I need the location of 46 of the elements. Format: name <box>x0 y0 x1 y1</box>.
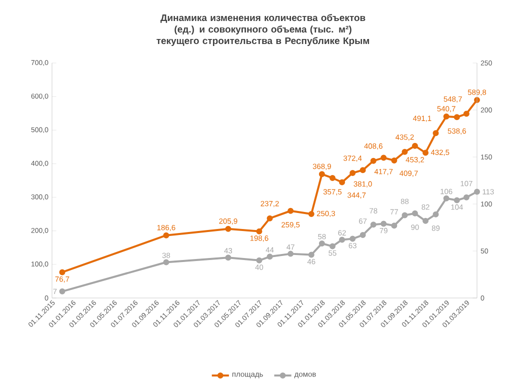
point <box>463 110 470 117</box>
point <box>412 210 418 216</box>
point <box>380 220 387 227</box>
point <box>432 211 439 218</box>
point <box>288 208 294 214</box>
point <box>256 257 262 264</box>
point <box>163 259 170 266</box>
point <box>318 240 325 246</box>
point <box>350 236 356 242</box>
point <box>474 188 480 195</box>
point <box>463 194 470 200</box>
point <box>308 210 314 217</box>
point <box>402 148 408 155</box>
point <box>432 130 439 136</box>
point <box>360 232 366 238</box>
point <box>288 250 294 257</box>
point <box>266 254 273 260</box>
point <box>318 171 325 178</box>
point <box>266 215 273 222</box>
point <box>225 226 232 232</box>
point <box>308 252 314 258</box>
point <box>339 236 346 243</box>
point <box>402 212 408 218</box>
point <box>163 232 170 238</box>
point <box>443 195 450 202</box>
point <box>225 254 232 261</box>
point <box>370 158 376 164</box>
point <box>329 243 336 250</box>
point <box>370 222 376 228</box>
point <box>360 167 366 174</box>
point <box>59 269 66 276</box>
point <box>454 197 460 204</box>
point <box>422 150 429 156</box>
chart-title: Динамика изменения количества объектов (ед.) и совокупного объема (тыс. м²) текущего строительства в Республике Крым <box>156 14 370 46</box>
point <box>59 288 66 294</box>
point <box>391 157 398 164</box>
point <box>391 222 398 229</box>
point <box>443 113 450 120</box>
point <box>454 114 460 120</box>
point <box>256 228 262 234</box>
point <box>339 179 346 186</box>
point <box>422 218 429 224</box>
point <box>350 170 356 176</box>
point <box>329 174 336 181</box>
point <box>412 142 418 149</box>
point <box>380 154 387 161</box>
